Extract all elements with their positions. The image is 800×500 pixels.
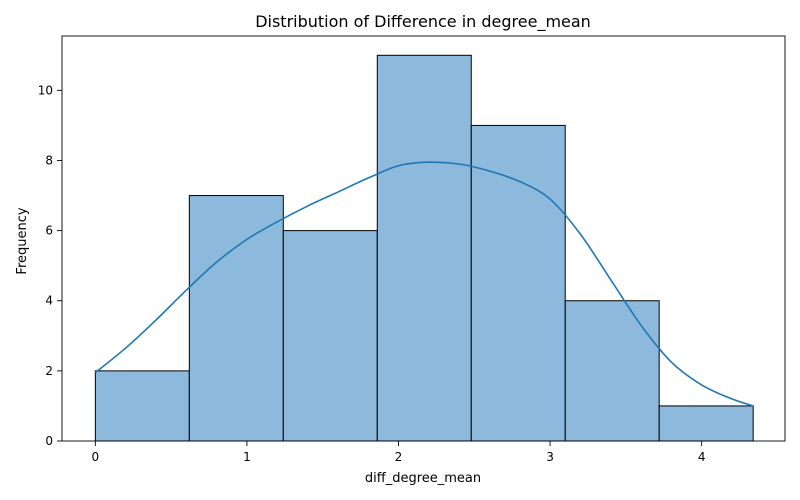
y-tick-label: 0 (45, 434, 53, 448)
x-tick-label: 1 (243, 450, 251, 464)
y-tick-label: 2 (45, 364, 53, 378)
bars-group (94, 54, 754, 442)
x-tick-label: 2 (395, 450, 403, 464)
histogram-bar (188, 195, 284, 442)
plot-area-frame (61, 35, 786, 442)
x-axis-label: diff_degree_mean (365, 471, 481, 486)
y-tick-label: 10 (38, 83, 53, 97)
x-tick-label: 0 (92, 450, 100, 464)
x-tick-label: 4 (698, 450, 706, 464)
histogram-bar (470, 124, 566, 442)
chart-title: Distribution of Difference in degree_mea… (255, 12, 591, 32)
histogram-bar (282, 230, 378, 442)
y-axis-label: Frequency (15, 207, 30, 274)
histogram-bar (658, 405, 754, 442)
histogram-bar (94, 370, 190, 442)
kde-curve (94, 161, 754, 407)
histogram-bar (564, 300, 660, 442)
y-tick-label: 4 (45, 294, 53, 308)
x-axis-ticks: 0 1 2 3 4 (92, 441, 706, 464)
y-axis-ticks: 0 2 4 6 8 10 (38, 83, 62, 448)
histogram-bar (376, 54, 472, 442)
kde-group (94, 161, 754, 407)
y-tick-label: 6 (45, 224, 53, 238)
x-tick-label: 3 (546, 450, 554, 464)
y-tick-label: 8 (45, 153, 53, 167)
